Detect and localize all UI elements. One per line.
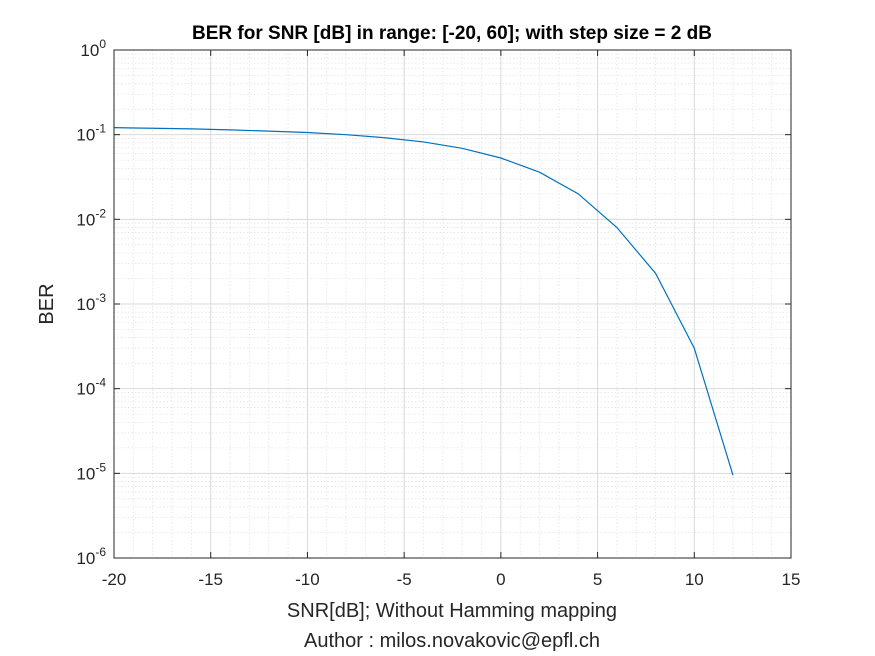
y-tick-label: 10-5 (76, 460, 106, 483)
x-tick-label: -5 (397, 570, 412, 589)
y-tick-label: 100 (80, 37, 106, 60)
x-tick-label: 10 (685, 570, 704, 589)
x-tick-label: -20 (102, 570, 127, 589)
series-layer (113, 127, 734, 476)
y-tick-label: 10-3 (76, 291, 106, 314)
y-axis-label: BER (36, 283, 58, 324)
y-tick-label: 10-6 (76, 545, 106, 568)
x-axis-ticks: -20 -15 -10 -5 0 5 10 15 (102, 50, 801, 589)
y-tick-label: 10-2 (76, 206, 106, 229)
y-tick-label: 10-4 (76, 376, 106, 399)
y-axis-ticks: 10-6 10-5 10-4 10-3 10-2 10-1 100 (76, 37, 791, 568)
x-tick-label: -15 (198, 570, 223, 589)
x-tick-label: 5 (593, 570, 602, 589)
x-tick-label: 15 (782, 570, 801, 589)
x-axis-label-author: Author : milos.novakovic@epfl.ch (304, 630, 600, 652)
y-tick-label: 10-1 (76, 122, 106, 145)
x-tick-label: -10 (295, 570, 320, 589)
chart-title: BER for SNR [dB] in range: [-20, 60]; wi… (192, 23, 712, 44)
x-tick-label: 0 (496, 570, 505, 589)
x-axis-label: SNR[dB]; Without Hamming mapping (287, 600, 617, 622)
series-line-0 (113, 127, 734, 476)
